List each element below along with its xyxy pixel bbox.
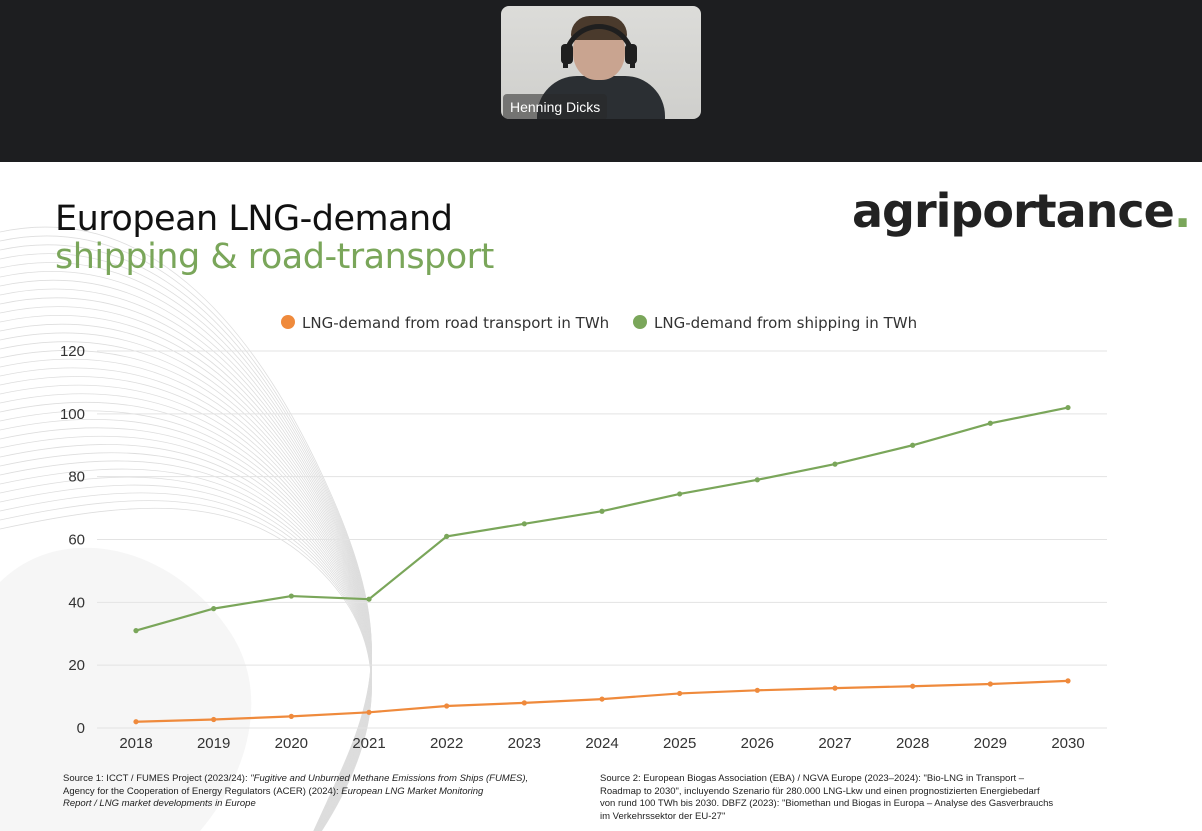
source1-text: Source 1: ICCT / FUMES Project (2023/24)… xyxy=(63,773,251,784)
meeting-topbar: Henning Dicks xyxy=(0,0,1202,162)
source1-line2-italic: European LNG Market Monitoring xyxy=(341,785,484,797)
logo-text: agriportance xyxy=(852,184,1175,238)
y-tick-label: 100 xyxy=(60,406,85,423)
wave-line xyxy=(0,427,372,831)
source1-italic: "Fugitive and Unburned Methane Emissions… xyxy=(250,773,529,784)
data-point-road xyxy=(288,713,294,719)
y-tick-label: 80 xyxy=(68,469,85,486)
x-tick-label: 2020 xyxy=(275,735,308,752)
y-tick-label: 120 xyxy=(60,343,85,360)
source2-line1: Source 2: European Biogas Association (E… xyxy=(600,773,1025,784)
slide-title: European LNG-demand xyxy=(55,199,453,239)
x-tick-label: 2030 xyxy=(1051,735,1084,752)
agriportance-logo: agriportance. xyxy=(852,184,1192,238)
headset-earcup-right xyxy=(625,44,637,64)
source1-line3: Report / LNG market developments in Euro… xyxy=(63,798,256,809)
data-point-road xyxy=(910,683,916,689)
x-tick-label: 2028 xyxy=(896,735,929,752)
wave-line xyxy=(0,341,372,831)
wave-line xyxy=(0,367,372,831)
y-tick-label: 40 xyxy=(68,594,85,611)
presentation-slide: European LNG-demand shipping & road-tran… xyxy=(0,162,1202,831)
data-point-road xyxy=(832,685,838,691)
slide-subtitle: shipping & road-transport xyxy=(55,237,494,277)
x-tick-label: 2023 xyxy=(508,735,541,752)
y-tick-label: 60 xyxy=(68,532,85,549)
y-tick-label: 0 xyxy=(77,720,85,737)
x-tick-label: 2021 xyxy=(352,735,385,752)
wave-line xyxy=(0,507,372,831)
data-point-road xyxy=(1065,678,1071,684)
x-tick-label: 2029 xyxy=(974,735,1007,752)
x-tick-label: 2026 xyxy=(741,735,774,752)
x-tick-label: 2027 xyxy=(818,735,851,752)
logo-dot: . xyxy=(1173,184,1192,238)
x-tick-label: 2022 xyxy=(430,735,463,752)
data-point-shipping xyxy=(521,521,527,527)
wave-line xyxy=(0,358,372,831)
data-point-shipping xyxy=(987,420,993,426)
legend-label-shipping: LNG-demand from shipping in TWh xyxy=(654,314,917,332)
source1-line2: Agency for the Cooperation of Energy Reg… xyxy=(63,785,342,797)
data-point-road xyxy=(444,703,450,709)
source-2-citation: Source 2: European Biogas Association (E… xyxy=(600,773,1130,823)
legend-label-road: LNG-demand from road transport in TWh xyxy=(302,314,609,332)
legend-marker-shipping xyxy=(633,315,647,329)
data-point-shipping xyxy=(366,596,372,602)
wave-line xyxy=(0,332,372,831)
participant-video-tile[interactable]: Henning Dicks xyxy=(501,6,701,119)
data-point-road xyxy=(599,696,605,702)
source2-line3: von rund 100 TWh bis 2030. DBFZ (2023): … xyxy=(600,798,1054,809)
data-point-road xyxy=(677,690,683,697)
data-point-shipping xyxy=(133,628,139,634)
data-point-road xyxy=(133,719,139,725)
lng-demand-line-chart: 0 20 40 60 80 100 120 2018 2019 2020 2021 2022 2023 2… xyxy=(60,314,1107,752)
wave-line xyxy=(0,418,372,831)
data-point-shipping xyxy=(1065,404,1071,411)
data-point-road xyxy=(987,681,993,687)
data-point-shipping xyxy=(599,508,605,514)
data-point-shipping xyxy=(754,477,760,483)
source-1-citation: Source 1: ICCT / FUMES Project (2023/24)… xyxy=(63,773,553,811)
data-point-road xyxy=(366,709,372,715)
data-point-shipping xyxy=(832,461,838,467)
wave-line xyxy=(0,500,372,831)
data-point-shipping xyxy=(910,442,916,448)
legend-marker-road xyxy=(281,315,295,329)
source2-line4: im Verkehrssektor der EU-27" xyxy=(600,810,726,822)
data-point-road xyxy=(754,687,760,693)
background-wave-pattern xyxy=(0,226,372,831)
data-point-road xyxy=(521,700,527,706)
x-tick-label: 2018 xyxy=(119,735,152,752)
data-point-shipping xyxy=(444,533,450,539)
series-line-shipping xyxy=(135,406,1069,632)
data-point-shipping xyxy=(677,491,683,497)
participant-name-label: Henning Dicks xyxy=(503,94,608,119)
data-point-road xyxy=(211,716,217,723)
headset-earcup-left xyxy=(561,44,573,64)
y-tick-label: 20 xyxy=(68,657,85,674)
x-tick-label: 2019 xyxy=(197,735,230,752)
data-point-shipping xyxy=(211,606,217,612)
wave-line xyxy=(0,410,372,831)
source2-line2: Roadmap to 2030", incluyendo Szenario fü… xyxy=(600,785,1040,797)
x-tick-label: 2024 xyxy=(585,735,618,752)
data-point-shipping xyxy=(288,593,294,599)
wave-line xyxy=(0,350,372,831)
x-tick-label: 2025 xyxy=(663,735,696,752)
